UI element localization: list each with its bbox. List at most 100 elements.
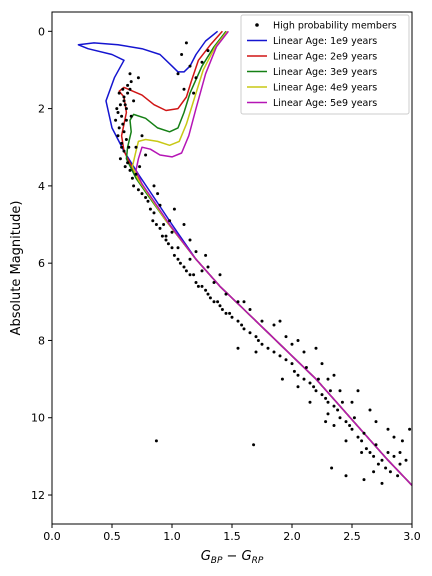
member-point <box>148 207 152 211</box>
member-point <box>122 130 126 134</box>
x-label-base-2: G <box>242 549 252 564</box>
member-point <box>123 103 127 107</box>
x-tick-label: 0.5 <box>103 530 121 543</box>
member-point <box>278 354 282 358</box>
member-point <box>308 381 312 385</box>
member-point <box>132 99 136 103</box>
member-point <box>128 87 132 91</box>
legend-entry-label: Linear Age: 1e9 years <box>273 36 377 47</box>
member-point <box>122 95 126 99</box>
member-point <box>296 373 300 377</box>
member-point <box>388 470 392 474</box>
member-point <box>130 176 134 180</box>
x-label-sub1: BP <box>211 556 223 566</box>
member-point <box>188 257 192 261</box>
member-point <box>392 454 396 458</box>
member-point <box>166 242 170 246</box>
member-point <box>368 451 372 454</box>
member-point <box>316 377 320 381</box>
member-point <box>136 76 140 80</box>
member-point <box>302 377 306 381</box>
member-point <box>252 443 256 447</box>
member-point <box>332 373 336 377</box>
member-point <box>320 362 324 366</box>
member-point <box>336 408 340 412</box>
member-point <box>344 439 348 443</box>
member-point <box>126 91 130 95</box>
member-point <box>206 49 210 53</box>
x-tick-label: 1.5 <box>223 530 241 543</box>
member-point <box>360 451 364 454</box>
member-point <box>304 366 308 369</box>
member-point <box>344 420 348 424</box>
member-point <box>116 111 120 114</box>
member-point <box>136 188 140 192</box>
member-point <box>140 134 144 138</box>
member-point <box>328 389 332 393</box>
member-point <box>128 168 132 172</box>
member-point <box>320 393 324 397</box>
member-point <box>374 443 378 447</box>
member-point <box>292 369 296 373</box>
x-axis-label: GBP − GRP <box>201 549 264 566</box>
member-point <box>218 304 222 308</box>
member-point <box>182 223 186 226</box>
member-point <box>386 427 390 431</box>
member-point <box>236 319 240 323</box>
member-point <box>188 64 192 68</box>
legend-box <box>240 14 410 115</box>
member-point <box>280 377 284 381</box>
member-point <box>151 219 155 223</box>
member-point <box>236 300 240 304</box>
x-tick-label: 1.0 <box>163 530 181 543</box>
member-point <box>338 416 342 420</box>
member-point <box>134 172 138 176</box>
member-point <box>200 269 204 273</box>
member-point <box>248 331 252 335</box>
member-point <box>196 284 200 288</box>
x-tick-label: 3.0 <box>403 530 421 543</box>
member-point <box>138 165 142 169</box>
member-point <box>348 424 352 427</box>
member-point <box>200 60 204 64</box>
member-point <box>144 153 148 157</box>
member-point <box>302 350 306 354</box>
member-point <box>154 223 158 226</box>
member-point <box>140 192 144 196</box>
member-point <box>376 462 380 466</box>
member-point <box>117 126 121 130</box>
member-point <box>158 226 162 230</box>
member-point <box>362 431 366 435</box>
member-point <box>220 308 224 311</box>
member-point <box>404 458 408 462</box>
member-point <box>362 478 366 482</box>
member-point <box>180 53 184 56</box>
member-point <box>192 91 196 95</box>
member-point <box>184 269 188 273</box>
member-point <box>212 281 216 284</box>
member-point <box>170 230 174 234</box>
member-point <box>326 400 330 404</box>
member-point <box>114 118 118 122</box>
member-point <box>184 41 188 45</box>
member-point <box>224 292 228 296</box>
member-point <box>188 273 192 277</box>
member-point <box>236 346 240 350</box>
member-point <box>364 447 368 451</box>
member-point <box>380 481 384 485</box>
member-point <box>164 234 168 238</box>
member-point <box>178 261 182 265</box>
member-point <box>360 439 364 443</box>
member-point <box>372 454 376 458</box>
member-point <box>128 72 132 76</box>
member-point <box>206 292 210 296</box>
member-point <box>248 308 252 311</box>
member-point <box>332 424 336 427</box>
member-point <box>240 323 244 327</box>
plot-area <box>77 30 413 486</box>
member-point <box>129 80 133 84</box>
member-point <box>216 300 220 304</box>
legend-entry-label: Linear Age: 2e9 years <box>273 52 377 63</box>
member-point <box>218 273 222 277</box>
member-point <box>330 466 334 470</box>
